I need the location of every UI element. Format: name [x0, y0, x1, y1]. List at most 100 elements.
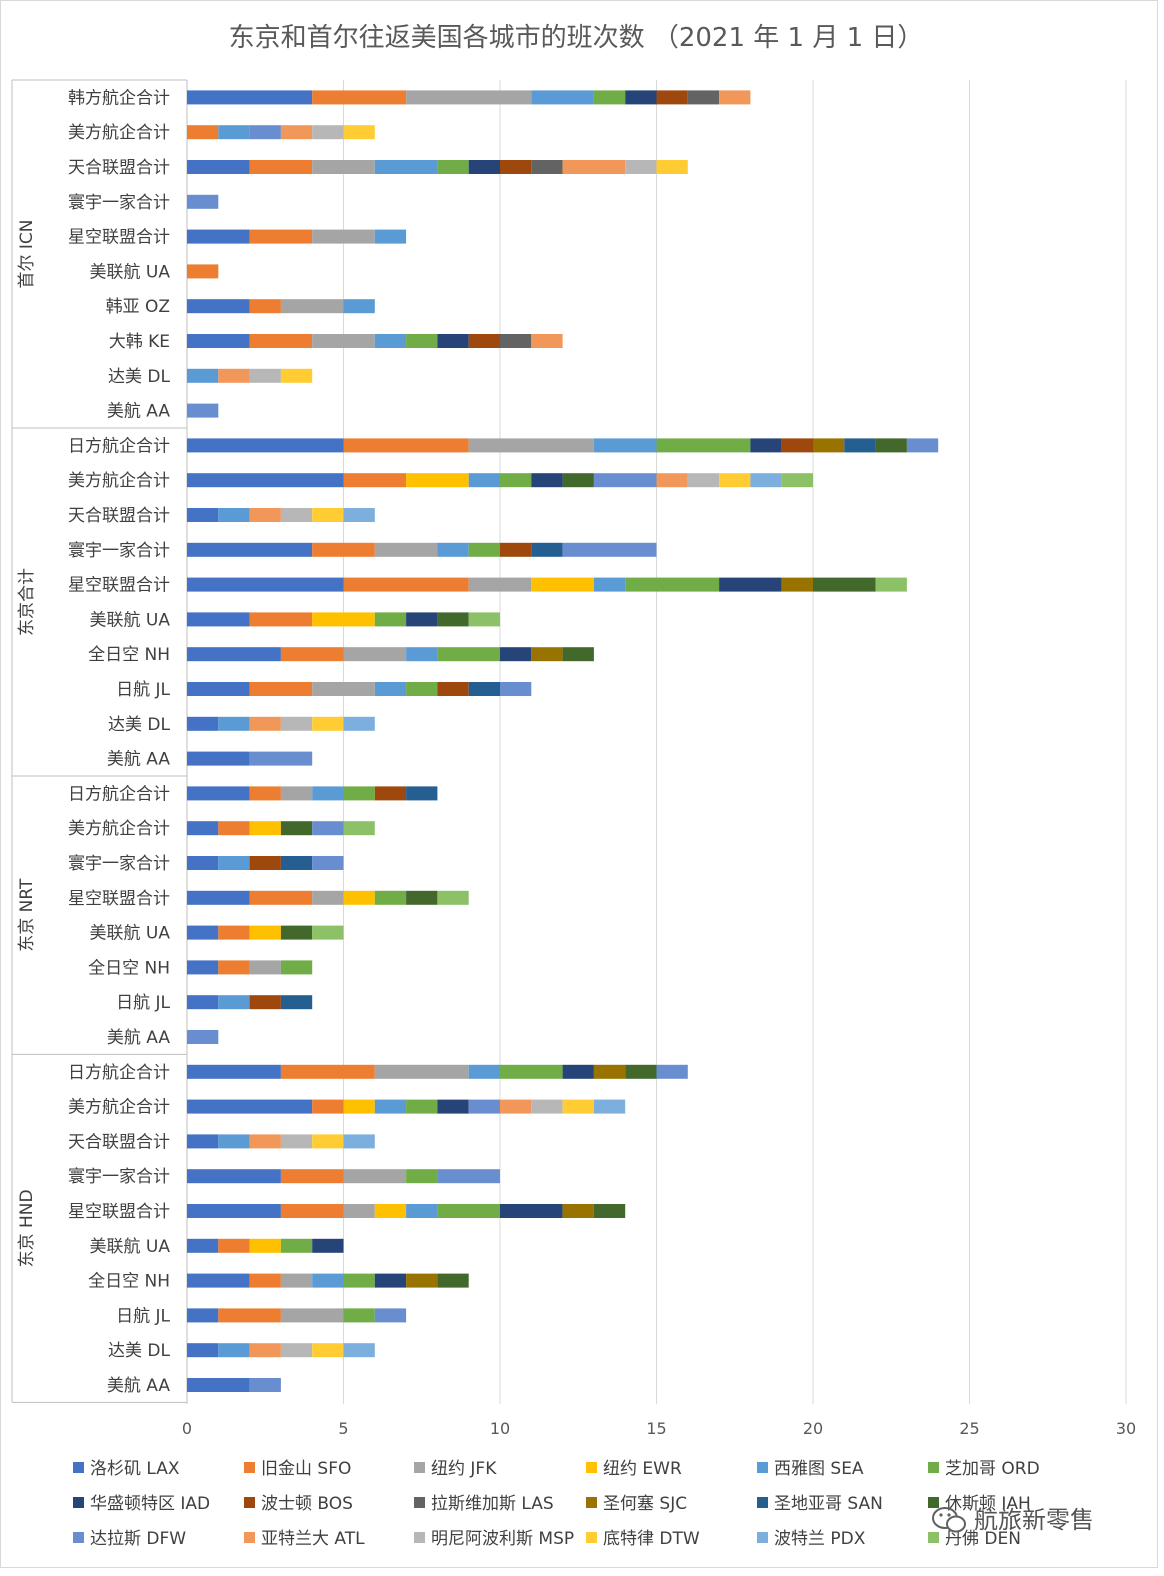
- bar-segment: [343, 1308, 375, 1323]
- bar-segment: [406, 612, 438, 627]
- bar-segment: [280, 995, 313, 1010]
- legend-item: 华盛顿特区 IAD: [73, 1494, 210, 1514]
- bar-segment: [187, 960, 219, 975]
- bar-segment: [249, 1378, 281, 1392]
- bar-segment: [437, 1273, 469, 1288]
- row-label: 日航 JL: [116, 680, 170, 700]
- bar-segment: [437, 890, 469, 905]
- bar-segment: [593, 1099, 626, 1114]
- bar-segment: [593, 473, 657, 488]
- bar-segment: [187, 508, 219, 522]
- bar-segment: [187, 438, 344, 453]
- bar-segment: [280, 1064, 375, 1079]
- bar-segment: [468, 542, 500, 557]
- row-label: 韩亚 OZ: [106, 297, 170, 317]
- legend-swatch: [414, 1497, 425, 1508]
- bar-segment: [593, 577, 626, 592]
- group-label: 东京 HND: [17, 1189, 37, 1267]
- bar-segment: [312, 508, 344, 522]
- legend-swatch: [73, 1497, 84, 1508]
- row-label: 达美 DL: [108, 1341, 170, 1361]
- bar-segment: [500, 1064, 563, 1079]
- x-tick-label: 20: [803, 1419, 823, 1438]
- bar-segment: [280, 925, 313, 940]
- bar-segment: [249, 960, 281, 975]
- bar-segment: [562, 1064, 594, 1079]
- bar-segment: [374, 160, 438, 174]
- row-label: 天合联盟合计: [68, 158, 170, 178]
- bar-segment: [406, 1099, 438, 1114]
- legend-label: 西雅图 SEA: [774, 1459, 864, 1479]
- bar-segment: [218, 1238, 250, 1253]
- row-label: 全日空 NH: [88, 1272, 170, 1292]
- legend-item: 明尼阿波利斯 MSP: [414, 1529, 574, 1549]
- bar-segment: [437, 647, 500, 662]
- legend-label: 洛杉矶 LAX: [90, 1459, 180, 1479]
- bar-segment: [531, 542, 563, 557]
- bar-segment: [249, 508, 281, 522]
- bar-segment: [374, 1099, 407, 1114]
- bar-segment: [249, 716, 281, 731]
- bar-segment: [343, 438, 469, 453]
- bar-segment: [312, 334, 375, 348]
- bar-segment: [187, 194, 219, 209]
- row-label: 达美 DL: [108, 715, 170, 735]
- row-label: 美方航企合计: [68, 123, 170, 143]
- bar-segment: [343, 1204, 375, 1218]
- bar-segment: [343, 473, 407, 488]
- bar-segment: [312, 786, 344, 801]
- legend-swatch: [928, 1497, 939, 1508]
- legend-item: 波特兰 PDX: [757, 1529, 866, 1549]
- bar-segment: [437, 334, 469, 348]
- legend-label: 亚特兰大 ATL: [261, 1529, 365, 1549]
- legend-swatch: [757, 1462, 768, 1473]
- legend-label: 旧金山 SFO: [261, 1459, 351, 1479]
- bar-segment: [187, 403, 219, 418]
- bar-segment: [187, 751, 250, 766]
- row-label: 寰宇一家合计: [68, 192, 170, 213]
- row-label: 美方航企合计: [68, 819, 170, 839]
- bar-segment: [468, 160, 500, 174]
- bar-segment: [500, 1204, 563, 1218]
- row-label: 大韩 KE: [109, 332, 170, 352]
- row-label: 寰宇一家合计: [68, 1166, 170, 1187]
- row-label: 美航 AA: [107, 402, 171, 422]
- bar-segment: [437, 1204, 500, 1218]
- bar-segment: [312, 160, 375, 174]
- x-axis-ticks: 0 5 10 15 20 25 30: [182, 1419, 1136, 1438]
- bar-segment: [719, 473, 751, 488]
- row-label: 天合联盟合计: [68, 506, 170, 526]
- bar-segment: [813, 577, 876, 592]
- bar-segment: [280, 299, 344, 314]
- bar-segment: [562, 542, 657, 557]
- bar-segment: [781, 473, 813, 488]
- bar-segment: [187, 890, 250, 905]
- bar-segment: [374, 1273, 407, 1288]
- bar-segment: [187, 1064, 281, 1079]
- bar-segment: [719, 90, 751, 105]
- legend-swatch: [244, 1462, 255, 1473]
- bar-segment: [374, 890, 407, 905]
- bar-segment: [406, 647, 438, 662]
- bar-segment: [625, 1064, 657, 1079]
- bar-segment: [437, 1169, 500, 1184]
- bar-segment: [531, 577, 594, 592]
- bar-segment: [312, 90, 407, 105]
- bar-segment: [187, 299, 250, 314]
- bar-segment: [468, 334, 500, 348]
- bar-segment: [218, 716, 250, 731]
- bar-segment: [312, 856, 344, 870]
- bar-segment: [312, 125, 344, 140]
- bar-segment: [343, 1343, 375, 1358]
- bar-segment: [280, 1308, 344, 1323]
- legend-label: 波特兰 PDX: [774, 1529, 866, 1549]
- bar-segment: [374, 334, 407, 348]
- bar-segment: [280, 716, 313, 731]
- bar-segment: [280, 1343, 313, 1358]
- bar-segment: [187, 647, 281, 662]
- bar-segment: [437, 612, 469, 627]
- bar-segment: [343, 1169, 407, 1184]
- watermark-text: 航旅新零售: [974, 1506, 1094, 1534]
- bar-segment: [437, 160, 469, 174]
- bar-segment: [249, 1238, 281, 1253]
